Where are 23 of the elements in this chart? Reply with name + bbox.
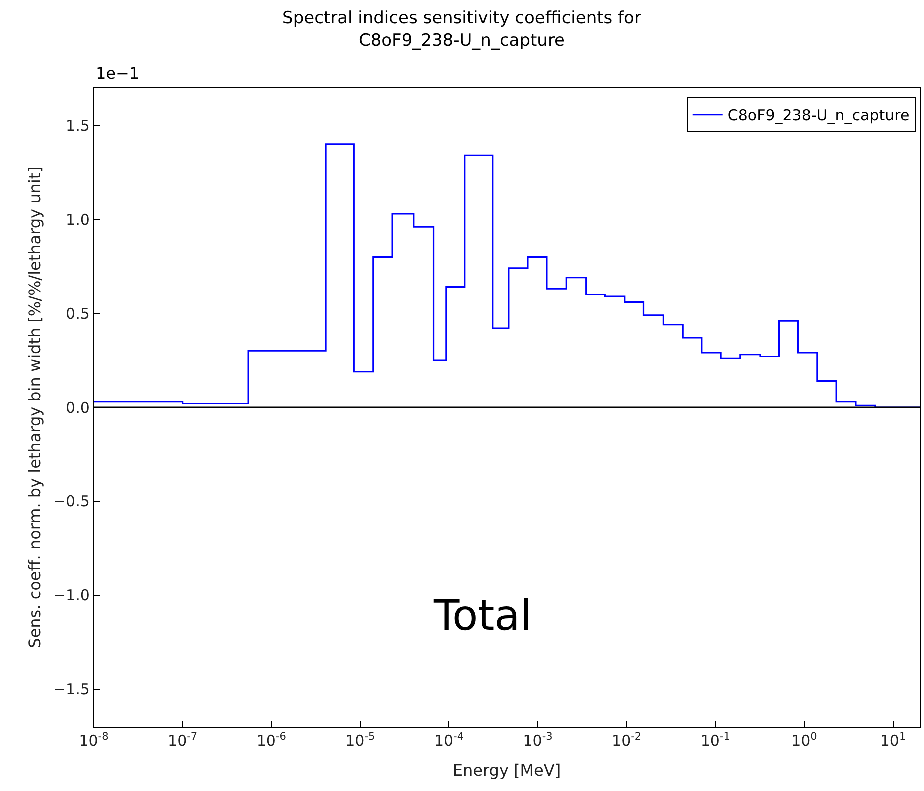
- x-axis-title: Energy [MeV]: [452, 760, 562, 780]
- x-tick-label: 10$^{-3}$: [523, 730, 553, 750]
- x-tick-label: 10$^{0}$: [792, 730, 818, 750]
- chart-title: Spectral indices sensitivity coefficients for C8oF9_238-U_n_capture: [282, 8, 642, 51]
- legend-label: C8oF9_238-U_n_capture: [728, 106, 910, 125]
- y-tick-label: −1.5: [53, 680, 90, 699]
- y-tick-label: −0.5: [53, 492, 90, 511]
- x-tick-label: 10$^{-7}$: [168, 730, 198, 750]
- x-tick-label: 10$^{-6}$: [256, 730, 287, 750]
- y-tick-label: 1.5: [66, 116, 90, 135]
- x-tick-label: 10$^{-8}$: [79, 730, 109, 750]
- y-tick-label: 0.0: [66, 398, 90, 417]
- x-tick-label: 10$^{-2}$: [612, 730, 642, 750]
- text: 1e−1: [96, 64, 140, 83]
- y-tick-label: 0.5: [66, 304, 90, 323]
- x-tick-label: 10$^{-5}$: [346, 730, 376, 750]
- x-tick-label: 10$^{-1}$: [700, 730, 730, 750]
- y-axis-title: Sens. coeff. norm. by lethargy bin width [%/%/lethargy unit]: [25, 166, 44, 648]
- y-tick-label: 1.0: [66, 210, 90, 229]
- y-tick-label: −1.0: [53, 586, 90, 605]
- annotation: Total: [433, 591, 532, 640]
- x-tick-label: 10$^{1}$: [880, 730, 906, 750]
- x-tick-label: 10$^{-4}$: [434, 730, 464, 750]
